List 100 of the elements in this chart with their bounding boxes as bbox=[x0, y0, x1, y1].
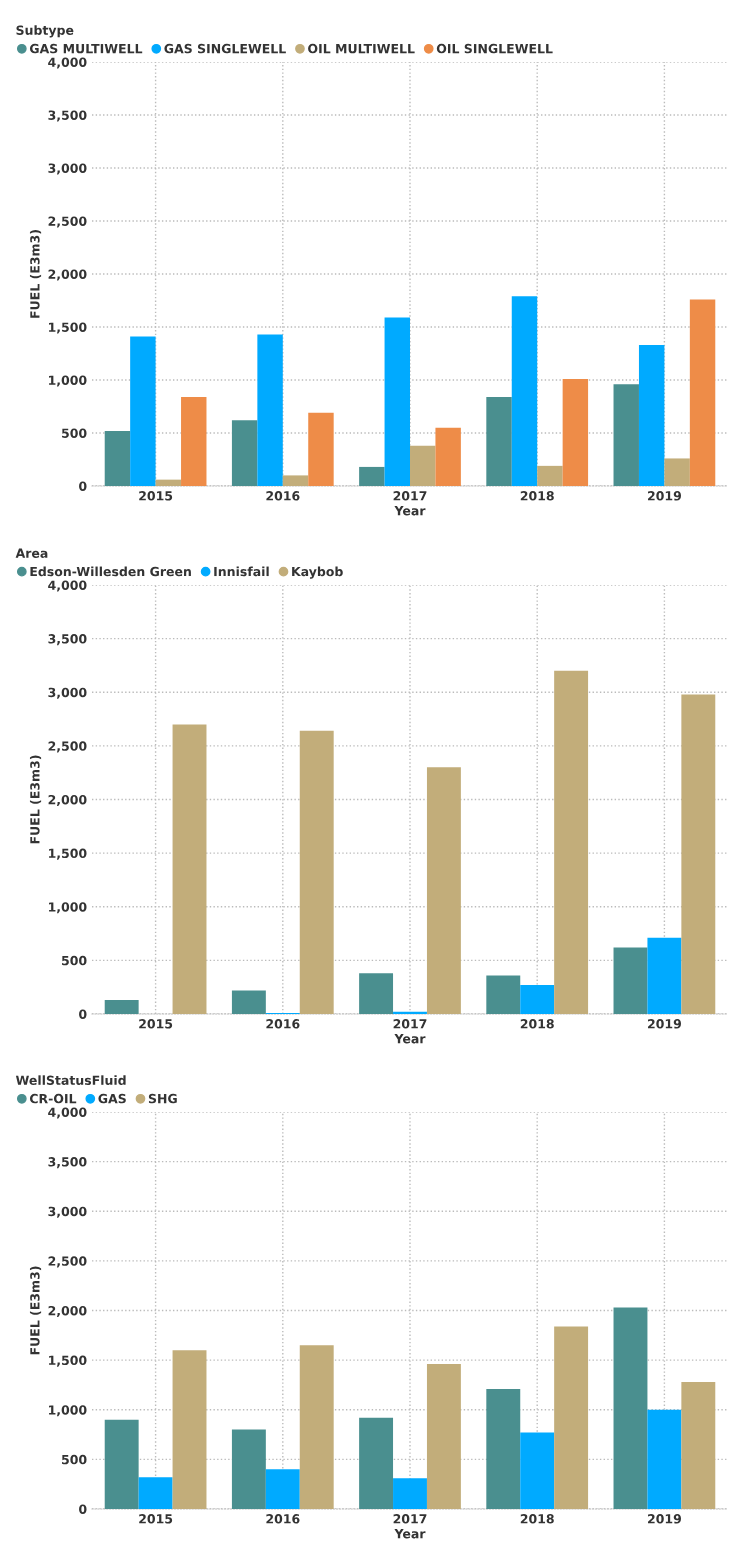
y-tick-label: 2,500 bbox=[48, 741, 87, 753]
bar bbox=[613, 1307, 648, 1509]
bar bbox=[647, 937, 682, 1014]
bar bbox=[520, 1432, 555, 1509]
y-tick-label: 3,500 bbox=[48, 110, 87, 122]
y-tick-label: 1,000 bbox=[49, 902, 87, 914]
bar bbox=[104, 1000, 139, 1014]
y-tick-label: 0 bbox=[79, 1009, 87, 1019]
legend-label: CR-OIL bbox=[29, 1093, 77, 1104]
y-axis-title: FUEL (E3m3) bbox=[29, 755, 42, 844]
legend-label: GAS SINGLEWELL bbox=[164, 43, 286, 54]
legend-label: GAS bbox=[98, 1093, 126, 1104]
x-tick-label: 2016 bbox=[266, 491, 300, 501]
bar bbox=[638, 345, 665, 486]
bar bbox=[435, 427, 461, 486]
y-axis-title: FUEL (E3m3) bbox=[29, 1266, 42, 1355]
x-axis-title: Year bbox=[394, 506, 426, 516]
y-tick-label: 0 bbox=[79, 481, 87, 491]
bar bbox=[426, 767, 461, 1014]
bar bbox=[181, 396, 207, 486]
bar bbox=[554, 670, 589, 1014]
bar bbox=[359, 466, 385, 486]
bar bbox=[613, 384, 639, 486]
x-tick-label: 2015 bbox=[139, 1514, 173, 1524]
y-tick-label: 2,000 bbox=[48, 1305, 87, 1318]
y-tick-label: 1,500 bbox=[49, 322, 87, 334]
x-tick-label: 2019 bbox=[647, 491, 681, 501]
legend-label: GAS MULTIWELL bbox=[29, 43, 143, 54]
y-tick-label: 500 bbox=[62, 1454, 87, 1465]
bar bbox=[384, 317, 410, 486]
bar bbox=[681, 694, 716, 1014]
y-tick-label: 1,000 bbox=[49, 1405, 87, 1417]
y-tick-label: 4,000 bbox=[48, 57, 87, 69]
bar bbox=[231, 420, 258, 486]
bar bbox=[155, 479, 182, 486]
bar bbox=[130, 336, 156, 486]
y-tick-label: 4,000 bbox=[48, 580, 87, 592]
bar bbox=[520, 985, 555, 1014]
bar bbox=[172, 1350, 207, 1509]
y-tick-label: 1,000 bbox=[49, 375, 87, 387]
bar bbox=[511, 296, 538, 486]
legend-label: Edson-Willesden Green bbox=[30, 566, 191, 577]
y-tick-label: 1,500 bbox=[49, 848, 87, 860]
y-tick-label: 0 bbox=[79, 1504, 87, 1514]
x-tick-label: 2018 bbox=[520, 1019, 554, 1029]
y-tick-label: 2,500 bbox=[48, 216, 87, 228]
x-tick-label: 2018 bbox=[520, 491, 554, 501]
y-tick-label: 2,000 bbox=[48, 269, 87, 281]
legend-label: OIL SINGLEWELL bbox=[436, 43, 553, 54]
x-axis-title: Year bbox=[394, 1529, 426, 1539]
bar bbox=[172, 724, 207, 1014]
x-tick-label: 2019 bbox=[647, 1514, 681, 1524]
y-tick-label: 3,500 bbox=[48, 634, 87, 646]
bar bbox=[299, 1345, 334, 1509]
x-tick-label: 2015 bbox=[139, 1019, 173, 1029]
bar bbox=[426, 1364, 461, 1509]
bar bbox=[299, 730, 334, 1014]
y-tick-label: 1,500 bbox=[49, 1355, 87, 1367]
x-tick-label: 2017 bbox=[393, 1019, 427, 1029]
bar bbox=[562, 378, 589, 486]
y-tick-label: 3,000 bbox=[48, 163, 87, 175]
bar bbox=[308, 412, 334, 486]
bar bbox=[359, 1417, 394, 1509]
bar bbox=[647, 1409, 682, 1509]
bar bbox=[393, 1478, 427, 1509]
bar bbox=[104, 1419, 139, 1509]
x-tick-label: 2016 bbox=[266, 1019, 300, 1029]
legend-label: Innisfail bbox=[214, 566, 269, 577]
bar bbox=[138, 1477, 173, 1509]
bar bbox=[486, 1388, 521, 1509]
bar bbox=[486, 396, 512, 486]
bar bbox=[231, 990, 266, 1014]
bar bbox=[681, 1381, 716, 1509]
bar bbox=[265, 1469, 300, 1509]
legend-label: Kaybob bbox=[292, 566, 343, 579]
legend-title: Area bbox=[15, 548, 48, 558]
bar bbox=[257, 334, 283, 486]
x-axis-title: Year bbox=[394, 1034, 426, 1044]
bar bbox=[231, 1429, 266, 1509]
x-tick-label: 2016 bbox=[266, 1514, 300, 1524]
bar bbox=[410, 445, 436, 486]
y-tick-label: 2,500 bbox=[48, 1256, 87, 1268]
x-tick-label: 2018 bbox=[520, 1514, 554, 1524]
bar bbox=[554, 1326, 589, 1509]
bar bbox=[613, 947, 648, 1014]
x-tick-label: 2017 bbox=[393, 491, 427, 501]
bar bbox=[537, 465, 563, 486]
legend-title: WellStatusFluid bbox=[15, 1075, 126, 1085]
legend-label: OIL MULTIWELL bbox=[308, 43, 415, 54]
y-axis-title: FUEL (E3m3) bbox=[29, 230, 42, 318]
x-tick-label: 2019 bbox=[647, 1019, 681, 1029]
bar bbox=[359, 973, 394, 1014]
bar bbox=[104, 430, 131, 486]
y-tick-label: 4,000 bbox=[48, 1107, 87, 1119]
y-tick-label: 2,000 bbox=[48, 794, 87, 807]
y-tick-label: 500 bbox=[62, 955, 87, 966]
bar bbox=[689, 299, 716, 486]
bar bbox=[486, 975, 521, 1014]
bar bbox=[393, 1011, 427, 1014]
legend-label: SHG bbox=[148, 1093, 177, 1104]
